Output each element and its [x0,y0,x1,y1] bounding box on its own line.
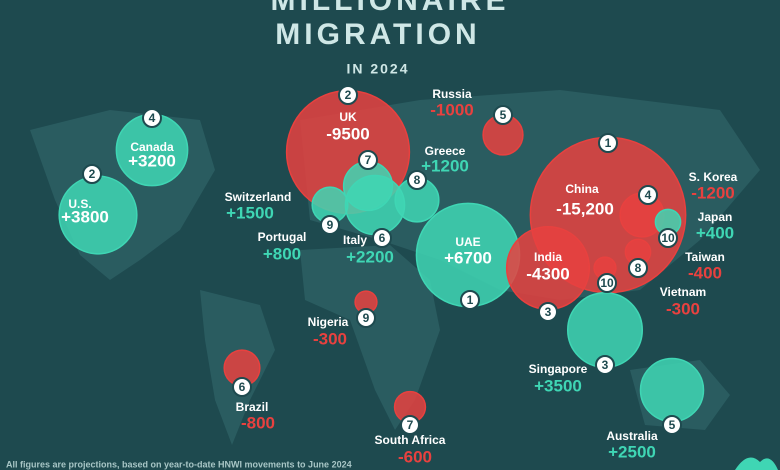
rank-number: 4 [149,111,156,125]
rank-number: 8 [414,173,421,187]
rank-badge [595,355,615,375]
subtitle: IN 2024 [346,61,409,77]
africa [300,245,440,430]
value-label: -4300 [526,264,569,283]
rank-number: 3 [545,305,552,319]
rank-badge [597,273,617,293]
country-name: Italy [343,233,367,247]
rank-badge [356,308,376,328]
country-name: Vietnam [660,285,706,299]
rank-badge [460,290,480,310]
value-label: -300 [313,329,347,348]
value-label: +2200 [346,247,394,266]
rank-number: 7 [407,418,414,432]
value-label: -300 [666,299,700,318]
rank-badge [407,170,427,190]
rank-number: 6 [379,231,386,245]
country-name: Nigeria [308,315,349,329]
rank-badge [493,105,513,125]
bubble [639,357,705,423]
country-name: UAE [455,235,480,249]
value-label: +2500 [608,442,656,461]
country-name: U.S. [68,197,91,211]
country-name: Japan [698,210,733,224]
value-label: -600 [398,447,432,466]
country-name: Australia [606,429,658,443]
country-name: India [534,250,562,264]
footnote: All figures are projections, based on ye… [6,459,352,469]
rank-number: 6 [239,380,246,394]
country-name: Brazil [236,400,269,414]
title-line: MIGRATION [275,18,480,51]
country-name: Canada [130,140,174,154]
country-name: S. Korea [689,170,738,184]
rank-badge [662,415,682,435]
country-name: Portugal [258,230,307,244]
rank-number: 9 [363,311,370,325]
value-label: -1000 [430,100,473,119]
rank-badge [598,133,618,153]
value-label: +1500 [226,203,274,222]
rank-badge [628,258,648,278]
rank-badge [320,215,340,235]
rank-number: 10 [600,276,614,290]
rank-badge [338,85,358,105]
country-name: Greece [425,144,466,158]
country-name: Taiwan [685,250,725,264]
rank-badge [538,302,558,322]
rank-number: 2 [345,88,352,102]
rank-badge [82,164,102,184]
country-name: Singapore [529,362,588,376]
value-label: -1200 [691,183,734,202]
country-name: UK [339,110,357,124]
rank-badge [358,150,378,170]
value-label: +400 [696,223,734,242]
value-label: +1200 [421,156,469,175]
rank-number: 9 [327,218,334,232]
rank-badge [232,377,252,397]
value-label: -9500 [326,124,369,143]
value-label: -800 [241,413,275,432]
rank-badge [638,185,658,205]
value-label: +800 [263,244,301,263]
value-label: +6700 [444,248,492,267]
rank-number: 10 [661,231,675,245]
title-line: MILLIONAIRE [271,0,510,17]
rank-badge [658,228,678,248]
rank-number: 7 [365,153,372,167]
value-label: +3800 [61,207,109,226]
rank-number: 1 [605,136,612,150]
country-name: South Africa [375,433,446,447]
logo [735,457,778,470]
country-name: China [565,182,599,196]
rank-number: 3 [602,358,609,372]
rank-number: 2 [89,167,96,181]
value-label: +3500 [534,376,582,395]
country-name: Switzerland [225,190,292,204]
rank-number: 5 [500,108,507,122]
rank-badge [400,415,420,435]
country-name: Russia [432,87,472,101]
rank-badge [372,228,392,248]
value-label: +3200 [128,151,176,170]
rank-number: 1 [467,293,474,307]
value-label: -15,200 [556,199,614,218]
rank-number: 5 [669,418,676,432]
rank-number: 4 [645,188,652,202]
rank-badge [142,108,162,128]
rank-number: 8 [635,261,642,275]
value-label: -400 [688,263,722,282]
